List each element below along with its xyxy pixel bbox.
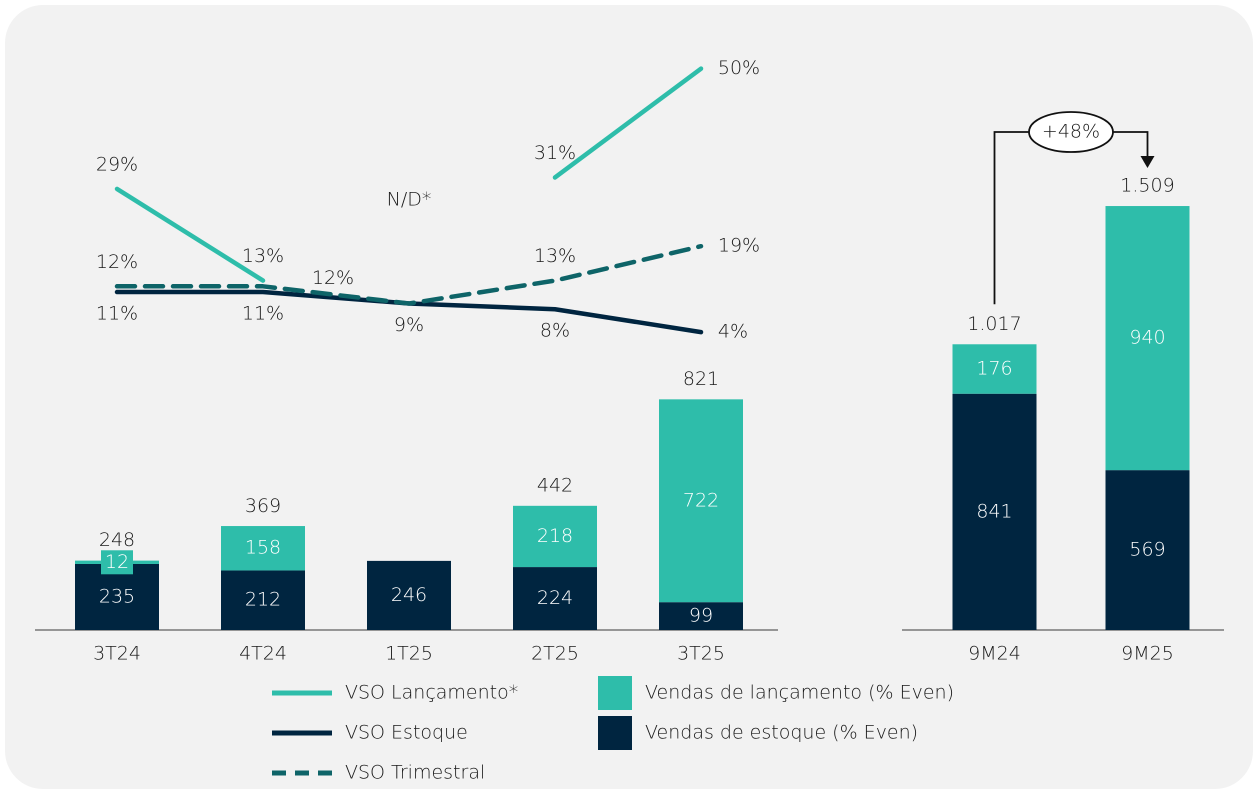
total-label: 821 bbox=[683, 368, 719, 390]
legend-swatch bbox=[598, 716, 632, 750]
total-label: 248 bbox=[99, 529, 135, 551]
card bbox=[5, 5, 1253, 789]
bar-segment bbox=[75, 563, 159, 630]
bar-value-label: 246 bbox=[391, 584, 427, 606]
bar-value-label: 722 bbox=[683, 489, 719, 511]
bar-value-label: 12 bbox=[105, 551, 129, 573]
legend-label: Vendas de lançamento (% Even) bbox=[645, 682, 954, 704]
line-value-label: 12% bbox=[96, 251, 138, 273]
annotation: +48% bbox=[1042, 121, 1100, 143]
bar-segment bbox=[659, 399, 743, 603]
total-label: 1.017 bbox=[967, 313, 1021, 335]
x-tick-label: 1T25 bbox=[385, 643, 433, 665]
line-value-label: 29% bbox=[96, 153, 138, 175]
legend-label: VSO Trimestral bbox=[345, 762, 485, 784]
line-value-label: 13% bbox=[534, 245, 576, 267]
bar-segment bbox=[367, 560, 451, 630]
line-value-label: 50% bbox=[718, 57, 760, 79]
bar-segment bbox=[221, 526, 305, 571]
bar-segment bbox=[513, 505, 597, 568]
line-value-label: N/D* bbox=[387, 189, 432, 211]
bar-value-label: 235 bbox=[99, 585, 135, 607]
line bbox=[114, 66, 704, 283]
annotation-box bbox=[1028, 111, 1114, 153]
total-label: 369 bbox=[245, 495, 281, 517]
bar-value-label: 841 bbox=[976, 500, 1012, 522]
bar-value-label: 940 bbox=[1129, 327, 1165, 349]
legend-label: VSO Lançamento* bbox=[345, 682, 518, 704]
line-value-label: 11% bbox=[96, 303, 138, 325]
legend-swatch bbox=[598, 676, 632, 710]
bar-segment bbox=[1105, 206, 1190, 471]
bar-value-label: 158 bbox=[245, 537, 281, 559]
bar-value-label: 212 bbox=[245, 589, 281, 611]
line bbox=[114, 243, 704, 306]
x-tick-label: 4T24 bbox=[239, 643, 287, 665]
line-value-label: 11% bbox=[242, 303, 284, 325]
bar-value-label: 176 bbox=[976, 357, 1012, 379]
label-box bbox=[101, 550, 133, 575]
bar-segment bbox=[1105, 470, 1190, 630]
bar-segment bbox=[952, 344, 1037, 394]
line-value-label: 8% bbox=[540, 320, 570, 342]
bar-segment bbox=[513, 567, 597, 630]
line-value-label: 12% bbox=[312, 267, 354, 289]
x-tick-label: 9M24 bbox=[968, 643, 1021, 665]
line-value-label: 19% bbox=[718, 235, 760, 257]
x-tick-label: 3T24 bbox=[93, 643, 141, 665]
line-value-label: 9% bbox=[394, 314, 424, 336]
line-value-label: 4% bbox=[718, 321, 748, 343]
legend-label: VSO Estoque bbox=[345, 722, 468, 744]
arrow-head bbox=[1140, 156, 1155, 169]
line-value-label: 31% bbox=[534, 142, 576, 164]
bar-value-label: 99 bbox=[689, 605, 713, 627]
x-tick-label: 3T25 bbox=[677, 643, 725, 665]
bar-value-label: 224 bbox=[537, 587, 573, 609]
x-tick-label: 9M25 bbox=[1121, 643, 1174, 665]
total-label: 1.509 bbox=[1120, 175, 1174, 197]
bar-value-label: 569 bbox=[1129, 539, 1165, 561]
x-tick-label: 2T25 bbox=[531, 643, 579, 665]
bar-value-label: 218 bbox=[537, 525, 573, 547]
legend-label: Vendas de estoque (% Even) bbox=[645, 722, 918, 744]
bar-segment bbox=[952, 393, 1037, 630]
bar-segment bbox=[659, 602, 743, 630]
total-label: 442 bbox=[537, 474, 573, 496]
line-value-label: 13% bbox=[242, 245, 284, 267]
bar-segment bbox=[221, 570, 305, 630]
